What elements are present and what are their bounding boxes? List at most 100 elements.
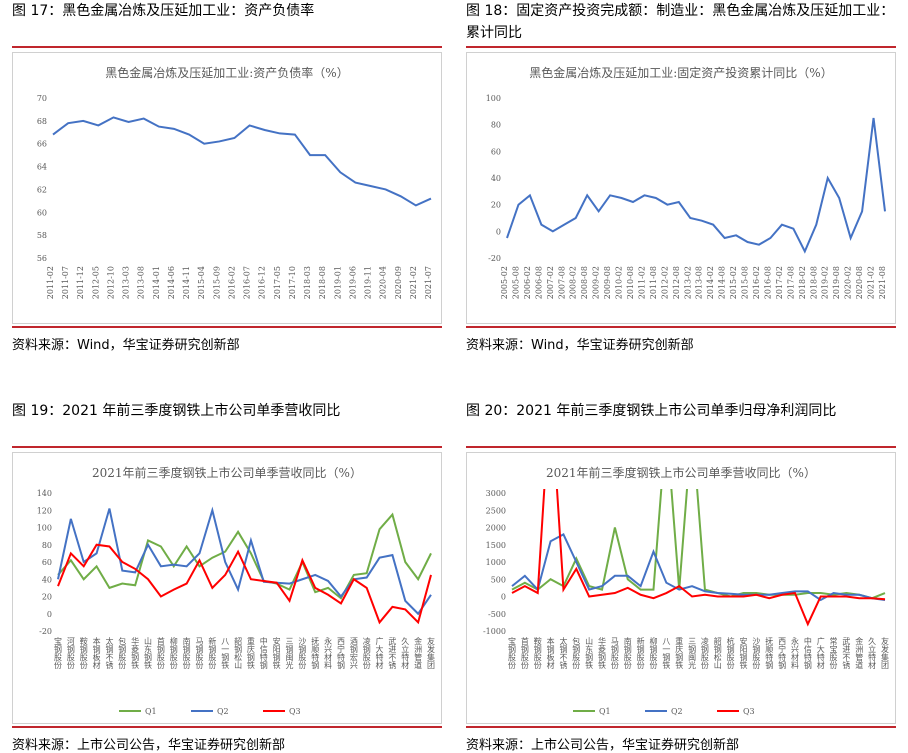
x-tick-label: 2010-08 xyxy=(626,266,635,299)
x-tick-label: 2019-02 xyxy=(821,266,830,299)
chart: 黑色金属冶炼及压延加工业:资产负债率（%） 56 58 60 62 64 66 68 70 201… xyxy=(12,52,442,324)
x-tick-label: 中信特钢 xyxy=(259,636,268,670)
x-tick-label: 本钢板材 xyxy=(92,636,101,669)
x-tick-label: 2013-03 xyxy=(122,266,131,299)
x-tick-label: 韶钢松山 xyxy=(713,636,722,670)
caption-rule xyxy=(466,446,896,448)
x-tick-label: 2014-06 xyxy=(167,266,176,299)
series-line xyxy=(52,116,432,207)
y-tick-label: 120 xyxy=(37,506,52,515)
x-tick-label: 2013-02 xyxy=(683,266,692,299)
x-tick-label: 首钢股份 xyxy=(156,636,165,670)
source-rule xyxy=(12,726,442,728)
x-tick-label: 凌钢股份 xyxy=(362,636,371,670)
y-tick-label: -500 xyxy=(488,610,506,619)
x-tick-label: 2007-02 xyxy=(546,266,555,299)
x-tick-label: 2012-10 xyxy=(106,266,115,299)
x-tick-label: 2011-12 xyxy=(76,266,85,299)
x-tick-label: 柳钢股份 xyxy=(169,636,178,670)
x-tick-label: 2005-02 xyxy=(500,266,509,299)
x-tick-label: 永兴材料 xyxy=(790,636,799,670)
x-tick-label: 南钢股份 xyxy=(623,636,632,670)
legend-label: Q1 xyxy=(599,707,611,716)
x-tick-label: 重庆钢铁 xyxy=(246,636,255,670)
x-tick-label: 八一钢铁 xyxy=(221,637,230,670)
series-line xyxy=(511,489,886,600)
figure-caption: 图 20：2021 年前三季度钢铁上市公司单季归母净利润同比 xyxy=(466,403,837,419)
x-tick-label: 本钢板材 xyxy=(546,636,555,669)
x-tick-label: 2013-08 xyxy=(695,266,704,299)
y-tick-label: 1500 xyxy=(486,541,506,550)
x-tick-label: 2021-02 xyxy=(409,266,418,299)
x-tick-label: 2019-06 xyxy=(348,266,357,299)
source-rule xyxy=(466,726,896,728)
x-tick-label: 2018-02 xyxy=(798,266,807,299)
x-tick-label: 重庆钢铁 xyxy=(675,636,684,670)
chart: 2021年前三季度钢铁上市公司单季营收同比（%） -20 0 20 40 60 80 100 1… xyxy=(12,452,442,724)
x-tick-label: 金洲管道 xyxy=(414,636,423,670)
x-tick-label: 三钢闽光 xyxy=(285,637,294,670)
series-line xyxy=(511,489,886,627)
x-tick-label: 2008-02 xyxy=(569,266,578,299)
y-tick-label: 68 xyxy=(37,117,47,126)
x-tick-label: 2014-02 xyxy=(706,266,715,299)
y-tick-label: 0 xyxy=(47,610,52,619)
figure-caption: 图 19：2021 年前三季度钢铁上市公司单季营收同比 xyxy=(12,403,341,419)
y-tick-label: 100 xyxy=(486,94,501,103)
x-tick-label: 2006-02 xyxy=(523,266,532,299)
x-tick-label: 2006-08 xyxy=(534,266,543,299)
x-tick-label: 2016-12 xyxy=(258,266,267,299)
y-tick-label: 58 xyxy=(37,231,47,240)
x-tick-label: 久立特材 xyxy=(868,636,877,669)
x-tick-label: 2021-08 xyxy=(878,266,887,299)
x-tick-label: 2020-04 xyxy=(379,266,388,299)
x-tick-label: 鞍钢股份 xyxy=(533,636,542,670)
y-tick-label: 60 xyxy=(42,558,52,567)
x-tick-label: 2018-08 xyxy=(809,266,818,299)
source-rule xyxy=(12,326,442,328)
x-tick-label: 杭钢股份 xyxy=(726,636,735,670)
series-line xyxy=(57,543,432,625)
chart-title: 黑色金属冶炼及压延加工业:资产负债率（%） xyxy=(105,65,348,80)
x-tick-label: 久立特材 xyxy=(401,636,410,669)
x-tick-label: 新钢股份 xyxy=(636,636,645,670)
x-tick-label: 永兴材料 xyxy=(324,636,333,670)
x-tick-label: 2018-03 xyxy=(303,266,312,299)
x-tick-label: 2018-08 xyxy=(318,266,327,299)
x-tick-label: 2016-07 xyxy=(243,266,252,299)
series-line xyxy=(506,117,886,254)
x-tick-label: 2019-11 xyxy=(364,266,373,299)
x-tick-label: 2013-08 xyxy=(137,266,146,299)
y-tick-label: -20 xyxy=(488,254,501,263)
x-tick-label: 三钢闽光 xyxy=(688,637,697,670)
x-tick-label: 广大特材 xyxy=(816,636,825,669)
x-tick-label: 2011-07 xyxy=(61,266,70,299)
x-tick-label: 2016-08 xyxy=(763,266,772,299)
x-tick-label: 太钢不锈 xyxy=(559,636,568,670)
y-tick-label: -20 xyxy=(39,627,52,636)
x-tick-label: 2011-02 xyxy=(46,266,55,299)
source-note: 资料来源：上市公司公告，华宝证券研究创新部 xyxy=(466,738,740,753)
x-tick-label: 韶钢松山 xyxy=(234,636,243,670)
x-tick-label: 2017-10 xyxy=(288,266,297,299)
x-tick-label: 2014-01 xyxy=(152,266,161,299)
legend-label: Q2 xyxy=(217,707,229,716)
y-tick-label: 500 xyxy=(491,575,506,584)
source-note: 资料来源：Wind，华宝证券研究创新部 xyxy=(12,338,240,353)
x-tick-label: 抚顺特钢 xyxy=(765,636,774,670)
x-tick-label: 2012-02 xyxy=(660,266,669,299)
caption-rule xyxy=(466,46,896,48)
y-tick-label: 80 xyxy=(42,541,52,550)
x-tick-label: 八一钢铁 xyxy=(662,637,671,670)
x-tick-label: 2010-02 xyxy=(615,266,624,299)
y-tick-label: 20 xyxy=(42,593,52,602)
x-tick-label: 2011-02 xyxy=(637,266,646,299)
y-tick-label: 66 xyxy=(37,140,47,149)
x-tick-label: 2014-08 xyxy=(718,266,727,299)
x-tick-label: 广大特材 xyxy=(375,636,384,669)
x-tick-label: 2020-02 xyxy=(844,266,853,299)
x-tick-label: 友发集团 xyxy=(427,636,436,670)
x-tick-label: 包钢股份 xyxy=(118,636,127,670)
x-tick-label: 2017-08 xyxy=(786,266,795,299)
x-tick-label: 常宝股份 xyxy=(829,637,838,670)
